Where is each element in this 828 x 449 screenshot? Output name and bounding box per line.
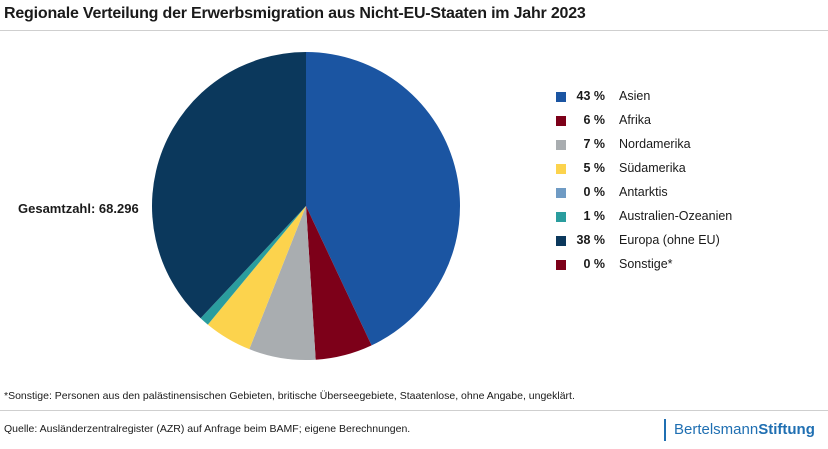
source-note: Quelle: Ausländerzentralregister (AZR) a… — [4, 423, 411, 435]
brand-name-regular: Bertelsmann — [674, 421, 759, 438]
brand-name-bold: Stiftung — [758, 421, 815, 438]
legend-swatch — [556, 212, 566, 222]
legend-label: Asien — [619, 89, 651, 103]
footnote: *Sonstige: Personen aus den palästinensi… — [4, 390, 575, 402]
legend-label: Europa (ohne EU) — [619, 233, 720, 247]
legend-swatch — [556, 260, 566, 270]
legend-swatch — [556, 92, 566, 102]
pie-slice-afrika — [306, 206, 372, 360]
legend-label: Australien-Ozeanien — [619, 209, 733, 223]
legend-swatch — [556, 188, 566, 198]
legend-swatch — [556, 236, 566, 246]
legend-swatch — [556, 140, 566, 150]
pie-chart — [151, 52, 460, 360]
brand-logo: BertelsmannStiftung — [664, 419, 815, 441]
legend-label: Sonstige* — [619, 257, 673, 271]
legend-percentage: 0 % — [583, 257, 605, 271]
legend-label: Antarktis — [619, 185, 668, 199]
legend-percentage: 5 % — [583, 161, 605, 175]
footer-divider — [0, 410, 828, 411]
legend-percentage: 38 % — [576, 233, 606, 247]
pie-slice-südamerika — [207, 206, 306, 350]
legend-percentage: 0 % — [583, 185, 605, 199]
legend-percentage: 7 % — [583, 137, 605, 151]
pie-slice-australien-ozeanien — [200, 206, 306, 325]
total-label: Gesamtzahl: 68.296 — [18, 201, 139, 216]
legend-swatch — [556, 116, 566, 126]
pie-slice-asien — [306, 52, 460, 346]
legend-label: Nordamerika — [619, 137, 691, 151]
legend-percentage: 43 % — [576, 89, 606, 103]
legend-swatch — [556, 164, 566, 174]
chart-title: Regionale Verteilung der Erwerbsmigratio… — [4, 5, 586, 22]
legend-percentage: 6 % — [583, 113, 605, 127]
legend-percentage: 1 % — [583, 209, 605, 223]
legend-label: Afrika — [619, 113, 651, 127]
pie-slice-nordamerika — [249, 206, 316, 360]
legend-label: Südamerika — [619, 161, 686, 175]
top-divider — [0, 30, 828, 31]
pie-slice-europa-ohne-eu — [151, 52, 306, 319]
